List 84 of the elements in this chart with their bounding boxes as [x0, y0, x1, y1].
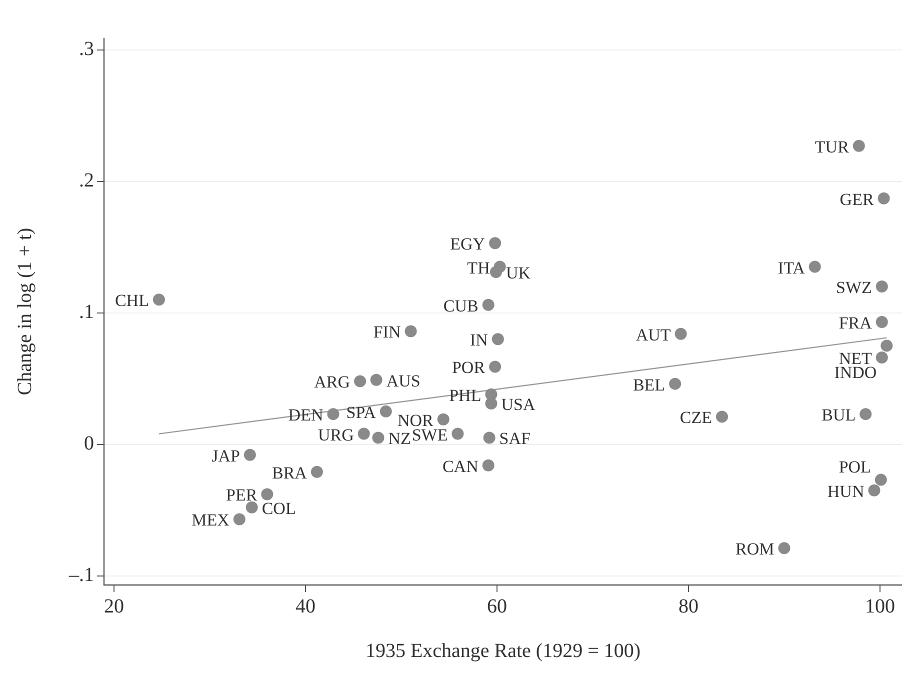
- point: [310, 466, 323, 478]
- y-tick-label: –.1: [68, 564, 94, 586]
- y-tick-label: .2: [79, 170, 94, 192]
- point: [860, 408, 872, 420]
- annotation: IN: [470, 330, 488, 350]
- x-tick-label: 100: [864, 595, 895, 618]
- point: [674, 328, 687, 340]
- annotation: BRA: [272, 463, 308, 482]
- point: [868, 484, 880, 496]
- annotation: BUL: [822, 406, 856, 425]
- annotation: FRA: [838, 313, 873, 332]
- point: [327, 408, 340, 420]
- annotation: CAN: [442, 456, 478, 476]
- annotation: TH: [467, 258, 490, 278]
- annotation: JAP: [212, 446, 240, 466]
- annotation: USA: [501, 395, 536, 414]
- annotation: ITA: [778, 258, 806, 278]
- annotation: AUS: [386, 371, 420, 390]
- x-tick-label: 60: [486, 595, 507, 618]
- point: [852, 140, 865, 152]
- point: [485, 398, 498, 410]
- point: [358, 428, 370, 440]
- point: [452, 428, 464, 440]
- point: [876, 316, 888, 328]
- x-tick-label: 20: [104, 595, 124, 618]
- y-tick-label: .1: [79, 301, 94, 324]
- annotation: CUB: [443, 296, 478, 316]
- point: [437, 413, 450, 426]
- point: [370, 374, 382, 386]
- annotation: HUN: [827, 482, 864, 501]
- point: [152, 294, 165, 306]
- annotation: DEN: [288, 406, 324, 425]
- point: [261, 488, 274, 500]
- annotation: GER: [840, 190, 874, 209]
- x-axis-title: 1935 Exchange Rate (1929 = 100): [364, 640, 642, 663]
- point: [876, 280, 888, 293]
- annotation: ARG: [314, 372, 350, 392]
- annotation: URG: [318, 425, 354, 444]
- annotation: TUR: [814, 137, 850, 156]
- point: [483, 432, 496, 444]
- annotation: ROM: [735, 540, 774, 559]
- annotation: CZE: [680, 408, 712, 428]
- x-tick-label: 40: [295, 595, 316, 618]
- annotation: AUT: [636, 325, 672, 344]
- annotation: MEX: [192, 510, 230, 530]
- point: [716, 410, 728, 423]
- annotation: PER: [226, 486, 258, 505]
- annotation: PHL: [449, 386, 482, 405]
- point: [482, 459, 494, 472]
- annotation: SAF: [499, 429, 530, 448]
- annotation: EGY: [450, 234, 486, 254]
- point: [233, 513, 246, 526]
- annotation: BEL: [632, 375, 666, 394]
- point: [354, 375, 366, 388]
- annotation: UK: [506, 264, 532, 283]
- point: [778, 542, 790, 554]
- point: [380, 405, 392, 418]
- point: [246, 501, 258, 514]
- y-tick-label: 0: [84, 432, 94, 455]
- point: [492, 333, 504, 346]
- point: [244, 448, 256, 461]
- point: [808, 260, 821, 273]
- annotation: FIN: [373, 322, 401, 342]
- annotation: SPA: [346, 402, 377, 422]
- annotation: CHL: [114, 291, 149, 310]
- point: [482, 298, 494, 311]
- point: [372, 432, 384, 444]
- point: [876, 352, 888, 364]
- annotation: POL: [838, 457, 871, 476]
- point: [878, 192, 890, 204]
- point: [404, 325, 417, 338]
- point: [490, 266, 502, 278]
- annotation: COL: [262, 498, 296, 518]
- y-axis-title: Change in log (1 + t): [14, 228, 38, 396]
- point: [489, 237, 502, 250]
- point: [489, 360, 502, 373]
- point: [874, 474, 887, 486]
- annotation: NZ: [388, 429, 411, 448]
- annotation: POR: [452, 358, 486, 378]
- x-tick-label: 80: [678, 595, 698, 618]
- point: [880, 340, 893, 352]
- y-tick-label: .3: [79, 38, 94, 60]
- point: [669, 378, 682, 390]
- annotation: SWZ: [836, 278, 872, 297]
